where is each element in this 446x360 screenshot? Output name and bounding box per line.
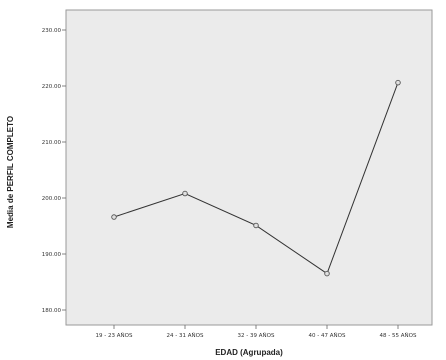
x-tick-label: 32 - 39 AÑOS [238, 332, 275, 339]
data-point [324, 270, 330, 277]
plot-area [65, 9, 433, 326]
data-point [395, 79, 401, 86]
x-tick-label: 40 - 47 AÑOS [309, 332, 346, 339]
x-axis-title: EDAD (Agrupada) [215, 348, 283, 357]
y-axis-ticks: 180.00 190.00 200.00 210.00 220.00 230.00 [42, 28, 66, 314]
data-point [111, 214, 117, 220]
data-point [253, 222, 259, 229]
data-point [182, 190, 188, 197]
x-tick-label: 48 - 55 AÑOS [380, 332, 417, 339]
y-tick-label: 230.00 [42, 28, 62, 34]
y-tick-label: 190.00 [42, 252, 62, 258]
x-axis-ticks: 19 - 23 AÑOS 24 - 31 AÑOS 32 - 39 AÑOS 40 -… [96, 325, 417, 339]
series-markers [111, 79, 401, 277]
y-tick-label: 200.00 [42, 196, 62, 202]
y-tick-label: 180.00 [42, 308, 62, 314]
x-tick-label: 24 - 31 AÑOS [167, 332, 204, 339]
y-tick-label: 210.00 [42, 140, 62, 146]
x-tick-label: 19 - 23 AÑOS [96, 332, 133, 339]
y-tick-label: 220.00 [42, 84, 62, 90]
y-axis-title: Media de PERFIL COMPLETO [6, 116, 15, 228]
